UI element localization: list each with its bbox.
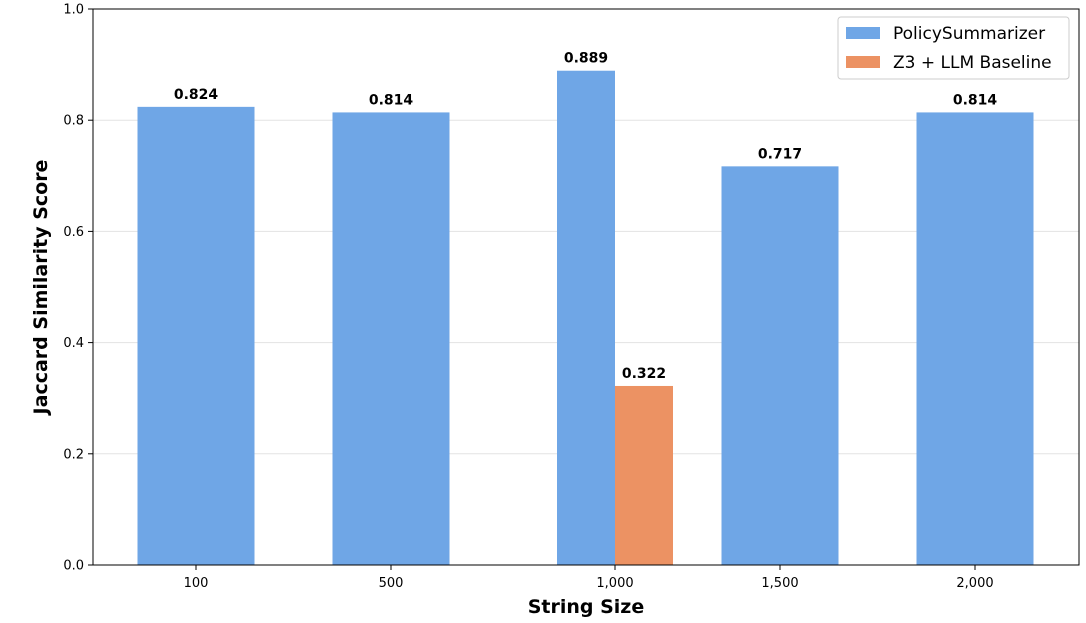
legend-swatch-z3-llm-baseline <box>846 56 880 68</box>
bar-value-labels: 0.824 0.814 0.889 0.322 0.717 0.814 <box>174 51 998 382</box>
x-tick-label: 100 <box>184 576 209 591</box>
bar-value-label: 0.824 <box>174 87 219 103</box>
bar-value-label: 0.814 <box>369 92 414 108</box>
y-tick-label: 0.8 <box>63 114 84 129</box>
y-tick-label: 0.4 <box>63 336 84 351</box>
x-axis-title: String Size <box>528 596 645 618</box>
bar-value-label: 0.814 <box>953 92 998 108</box>
legend-swatch-policysummarizer <box>846 27 880 39</box>
bar-value-label: 0.717 <box>758 146 802 162</box>
y-tick-label: 0.0 <box>63 559 84 574</box>
x-tick-label: 500 <box>379 576 404 591</box>
legend-label-z3-llm-baseline: Z3 + LLM Baseline <box>893 53 1052 73</box>
axes <box>92 8 1080 566</box>
x-tick-label: 1,500 <box>761 576 798 591</box>
bar-policysummarizer-500 <box>332 112 450 565</box>
y-axis-title: Jaccard Similarity Score <box>30 160 52 417</box>
y-tick-label: 1.0 <box>63 3 84 18</box>
y-tick-label: 0.6 <box>63 225 84 240</box>
y-tick-label: 0.2 <box>63 447 84 462</box>
bar-value-label: 0.889 <box>564 51 608 67</box>
legend-box <box>837 16 1070 80</box>
plot-frame <box>92 8 1080 566</box>
bar-policysummarizer-100 <box>137 106 255 565</box>
x-axis-ticks: 100 500 1,000 1,500 2,000 <box>184 565 994 591</box>
bar-value-label: 0.322 <box>622 366 666 382</box>
x-tick-label: 1,000 <box>596 576 633 591</box>
bars <box>137 70 1034 565</box>
legend: PolicySummarizer Z3 + LLM Baseline <box>837 16 1070 80</box>
x-tick-label: 2,000 <box>956 576 993 591</box>
bar-policysummarizer-1500 <box>721 166 839 565</box>
bar-policysummarizer-2000 <box>916 112 1034 565</box>
legend-label-policysummarizer: PolicySummarizer <box>893 24 1045 44</box>
y-axis-ticks: 0.0 0.2 0.4 0.6 0.8 1.0 <box>63 3 93 574</box>
bar-z3-llm-baseline-1000 <box>615 385 673 565</box>
bar-policysummarizer-1000 <box>557 70 615 565</box>
